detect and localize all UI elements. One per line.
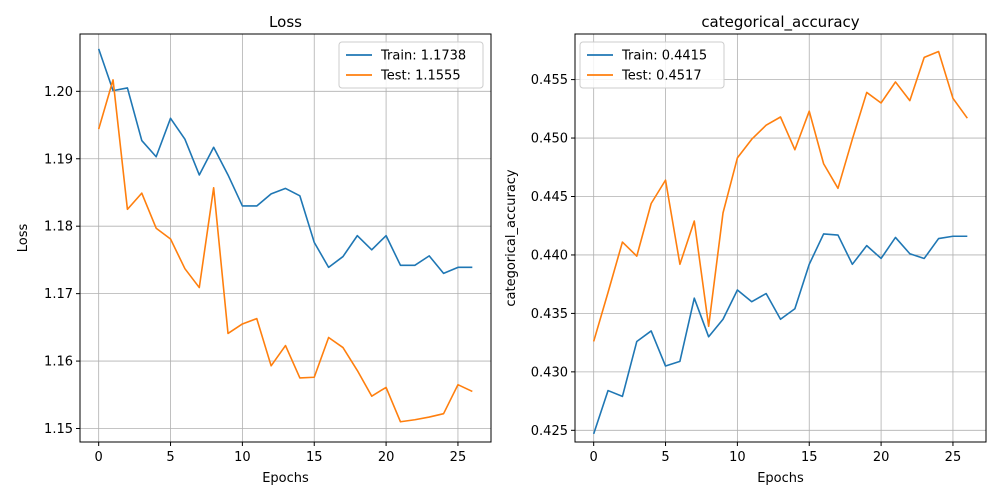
y-tick-label: 1.15 (44, 422, 73, 437)
y-tick-label: 0.450 (531, 132, 568, 147)
y-tick-label: 0.435 (531, 307, 568, 322)
x-tick-label: 0 (590, 450, 598, 465)
accuracy-chart: 0 5 10 15 20 25 0.425 0.430 0.435 0.440 0.445 0.450… (504, 13, 987, 486)
x-tick-label: 15 (801, 450, 818, 465)
legend: Train: 0.4415 Test: 0.4517 (579, 41, 725, 89)
y-tick-label: 1.19 (44, 152, 73, 167)
x-tick-label: 25 (450, 450, 467, 465)
y-axis-label: Loss (16, 224, 31, 253)
legend-train-label: Train: 1.1738 (380, 49, 466, 64)
x-axis-label: Epochs (262, 471, 309, 486)
y-tick-label: 0.425 (531, 424, 568, 439)
x-tick-label: 25 (945, 450, 962, 465)
test-series-line (97, 79, 473, 423)
train-series-line (97, 48, 473, 275)
y-tick-label: 0.455 (531, 73, 568, 88)
chart-title: Loss (269, 13, 302, 31)
y-tick-label: 1.20 (44, 85, 73, 100)
x-tick-label: 20 (378, 450, 395, 465)
x-tick-label: 15 (306, 450, 323, 465)
loss-chart: 0 5 10 15 20 25 1.15 1.16 1.17 1.18 1.19 1.20 Loss Ep… (16, 13, 492, 486)
chart-title: categorical_accuracy (701, 13, 859, 32)
legend-train-label: Train: 0.4415 (621, 49, 707, 64)
axes-frame (79, 33, 492, 443)
test-series-line (592, 50, 968, 342)
legend-box (579, 41, 725, 89)
y-tick-label: 0.430 (531, 365, 568, 380)
y-axis-label: categorical_accuracy (504, 169, 519, 307)
y-tick-label: 1.16 (44, 355, 73, 370)
y-tick-label: 1.18 (44, 220, 73, 235)
y-tick-label: 0.445 (531, 190, 568, 205)
legend: Train: 1.1738 Test: 1.1555 (338, 41, 484, 89)
train-series-line (592, 233, 968, 435)
x-tick-label: 5 (661, 450, 669, 465)
y-tick-label: 0.440 (531, 248, 568, 263)
x-tick-label: 10 (234, 450, 251, 465)
x-axis-label: Epochs (757, 471, 804, 486)
x-tick-label: 5 (166, 450, 174, 465)
x-tick-label: 10 (729, 450, 746, 465)
axes-frame (574, 33, 987, 443)
x-tick-label: 0 (95, 450, 103, 465)
y-tick-label: 1.17 (44, 287, 73, 302)
legend-box (338, 41, 484, 89)
x-tick-label: 20 (873, 450, 890, 465)
legend-test-label: Test: 0.4517 (621, 69, 702, 84)
legend-test-label: Test: 1.1555 (380, 69, 461, 84)
